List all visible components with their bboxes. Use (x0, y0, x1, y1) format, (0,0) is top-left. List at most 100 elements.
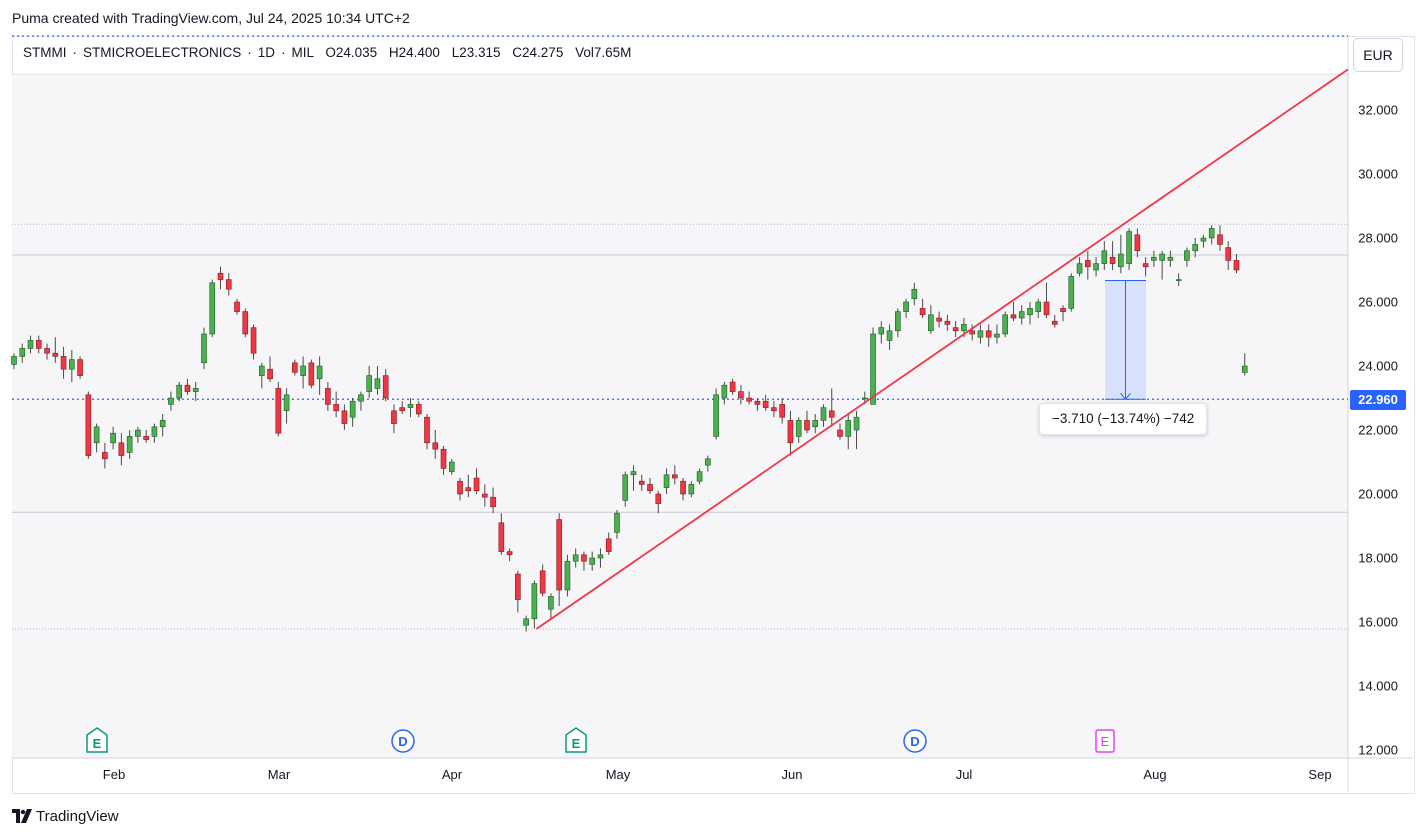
candle-down[interactable] (969, 324, 975, 341)
candle-down[interactable] (44, 343, 50, 360)
candle-up[interactable] (994, 324, 1000, 344)
candle-down[interactable] (267, 356, 273, 382)
candle-down[interactable] (333, 391, 339, 418)
candle-up[interactable] (407, 398, 414, 418)
candle-up[interactable] (1101, 241, 1108, 270)
candle-up[interactable] (168, 391, 174, 411)
candle-up[interactable] (696, 468, 703, 485)
candle-up[interactable] (564, 554, 571, 597)
candle-down[interactable] (647, 478, 653, 494)
candle-down[interactable] (746, 391, 752, 405)
candle-down[interactable] (399, 401, 406, 414)
candle-down[interactable] (60, 346, 67, 379)
candle-up[interactable] (853, 410, 860, 450)
candle-down[interactable] (457, 478, 463, 501)
candle-up[interactable] (572, 548, 579, 568)
candle-down[interactable] (1142, 257, 1149, 277)
candle-down[interactable] (35, 335, 42, 354)
candle-up[interactable] (1035, 298, 1042, 318)
symbol-legend[interactable]: STMMI · STMICROELECTRONICS · 1D · MIL O24.035 … (23, 45, 631, 60)
candle-up[interactable] (176, 382, 182, 402)
candle-down[interactable] (308, 359, 315, 389)
candle-up[interactable] (93, 423, 100, 453)
candle-down[interactable] (382, 369, 389, 402)
candle-up[interactable] (903, 298, 909, 318)
candle-up[interactable] (911, 282, 918, 306)
earnings-event-icon[interactable]: E (86, 727, 108, 753)
candle-down[interactable] (465, 474, 472, 498)
candle-down[interactable] (77, 356, 83, 379)
candle-down[interactable] (85, 391, 92, 459)
candle-up[interactable] (812, 414, 819, 434)
candle-down[interactable] (655, 490, 662, 514)
candle-down[interactable] (754, 398, 761, 411)
candle-down[interactable] (1134, 228, 1141, 258)
candle-down[interactable] (985, 324, 992, 347)
candle-up[interactable] (523, 615, 529, 632)
candle-down[interactable] (729, 378, 736, 395)
candle-up[interactable] (630, 465, 637, 491)
candle-down[interactable] (225, 273, 232, 296)
candle-up[interactable] (895, 308, 901, 338)
candle-down[interactable] (771, 401, 777, 418)
candle-up[interactable] (721, 382, 728, 405)
candle-down[interactable] (1051, 314, 1058, 328)
candle-up[interactable] (1126, 228, 1132, 270)
candle-down[interactable] (638, 474, 645, 491)
candle-down[interactable] (440, 446, 447, 475)
candle-up[interactable] (11, 353, 17, 370)
candle-up[interactable] (1167, 250, 1174, 267)
candle-up[interactable] (589, 551, 596, 571)
candle-up[interactable] (614, 510, 620, 539)
candle-down[interactable] (391, 404, 397, 434)
candle-down[interactable] (292, 359, 298, 376)
candle-up[interactable] (448, 458, 455, 475)
candle-down[interactable] (539, 564, 546, 597)
candle-up[interactable] (192, 382, 199, 402)
candle-down[interactable] (506, 548, 513, 562)
candle-up[interactable] (1151, 250, 1157, 267)
candle-down[interactable] (118, 433, 125, 466)
candle-down[interactable] (936, 311, 942, 328)
candle-down[interactable] (919, 298, 926, 318)
candle-down[interactable] (52, 337, 59, 363)
dividend-event-icon[interactable]: D (391, 729, 415, 753)
candle-down[interactable] (680, 478, 686, 501)
candle-up[interactable] (1241, 353, 1248, 376)
candle-up[interactable] (886, 324, 893, 350)
candle-down[interactable] (738, 385, 744, 405)
candle-up[interactable] (209, 279, 216, 338)
candle-up[interactable] (1027, 302, 1033, 325)
candle-up[interactable] (1093, 257, 1099, 277)
tradingview-logo[interactable]: TradingView (12, 806, 119, 826)
candle-down[interactable] (1233, 254, 1240, 274)
candle-up[interactable] (151, 423, 158, 443)
candle-down[interactable] (556, 513, 562, 606)
candle-down[interactable] (325, 382, 331, 411)
candle-up[interactable] (1208, 225, 1215, 245)
candle-down[interactable] (837, 423, 843, 440)
candle-up[interactable] (688, 481, 695, 498)
candle-up[interactable] (622, 471, 629, 507)
candle-up[interactable] (705, 455, 711, 472)
candle-down[interactable] (1225, 241, 1232, 270)
candle-down[interactable] (473, 468, 480, 494)
candle-up[interactable] (1175, 273, 1182, 286)
candle-down[interactable] (234, 298, 240, 315)
candle-down[interactable] (184, 378, 191, 395)
candle-down[interactable] (944, 314, 951, 331)
candle-up[interactable] (69, 350, 75, 382)
candle-down[interactable] (671, 465, 678, 485)
candle-down[interactable] (828, 388, 835, 427)
candle-up[interactable] (1184, 247, 1190, 267)
candle-down[interactable] (275, 382, 282, 437)
candle-up[interactable] (1118, 234, 1124, 274)
candle-down[interactable] (1217, 225, 1223, 251)
candle-up[interactable] (597, 548, 604, 568)
candle-up[interactable] (110, 426, 116, 450)
candle-down[interactable] (952, 321, 959, 338)
candle-down[interactable] (779, 398, 785, 424)
candle-down[interactable] (250, 324, 257, 360)
earnings-event-icon[interactable]: E (565, 727, 587, 753)
candle-up[interactable] (366, 366, 372, 398)
